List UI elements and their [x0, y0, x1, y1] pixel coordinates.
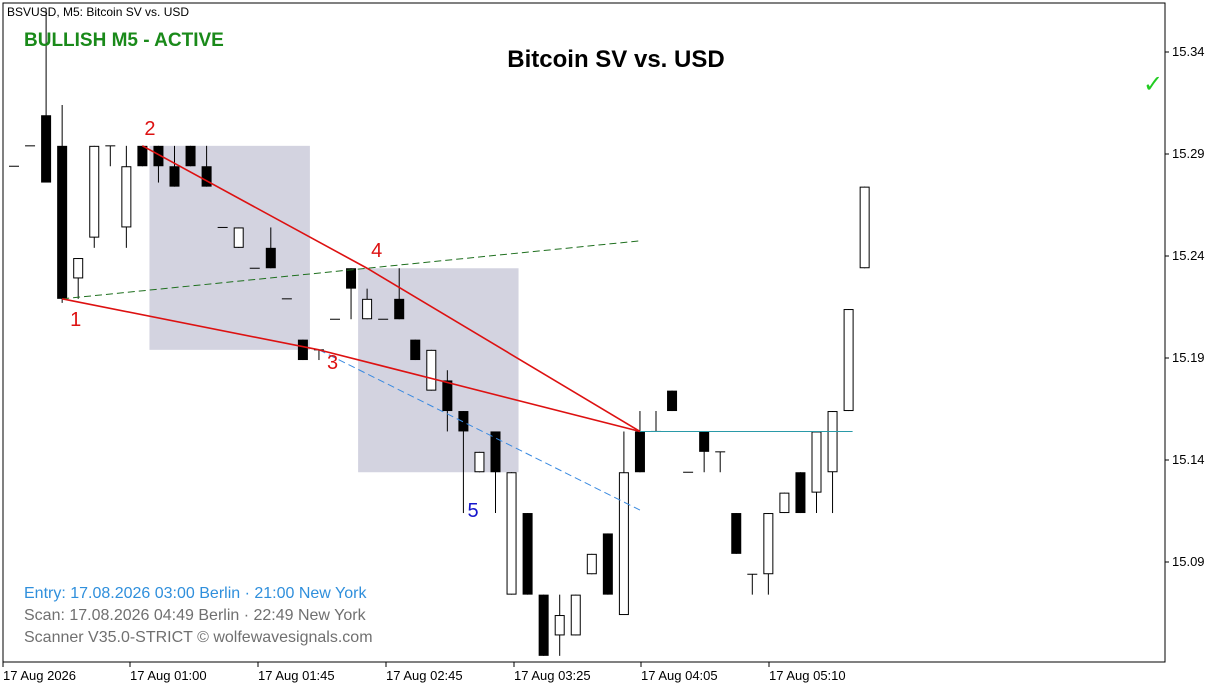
x-tick-label: 17 Aug 01:45 — [258, 668, 335, 683]
y-tick-label: 15.24 — [1172, 248, 1205, 263]
candle-bearish — [57, 145, 68, 299]
candle-bullish — [843, 309, 854, 412]
candle-bearish — [297, 339, 308, 361]
candle-bullish — [859, 186, 870, 269]
plot-frame — [2, 2, 1166, 663]
scan-info: Scan: 17.08.2026 04:49 Berlin · 22:49 Ne… — [24, 607, 366, 624]
candle-bullish — [570, 594, 581, 636]
y-tick-label: 15.09 — [1172, 554, 1205, 569]
y-tick-label: 15.34 — [1172, 44, 1205, 59]
candle-bearish — [731, 513, 742, 554]
candle-bearish — [394, 298, 405, 320]
wave-label-4: 4 — [371, 240, 383, 263]
window-title: BSVUSD, M5: Bitcoin SV vs. USD — [7, 5, 190, 19]
candle-bearish — [795, 472, 806, 514]
wave-label-1: 1 — [70, 308, 82, 331]
wave-line-3 — [142, 145, 368, 269]
checkmark-icon: ✓ — [1143, 71, 1164, 98]
candle-bullish — [73, 258, 84, 279]
x-tick-label: 17 Aug 03:25 — [514, 668, 591, 683]
candle-bearish — [137, 145, 148, 167]
entry-info: Entry: 17.08.2026 03:00 Berlin · 21:00 N… — [24, 585, 367, 602]
candle-bearish — [41, 115, 52, 183]
candle-bullish — [121, 166, 132, 228]
wave-line-4 — [366, 267, 641, 433]
candle-bullish — [362, 298, 373, 320]
candle-bullish — [506, 472, 517, 595]
candle-bullish — [618, 472, 629, 616]
candle-bearish — [265, 247, 276, 269]
candle-bullish — [827, 411, 838, 473]
candle-bullish — [811, 431, 822, 493]
candle-bearish — [410, 339, 421, 361]
wave-label-3: 3 — [326, 351, 339, 374]
y-tick-label: 15.19 — [1172, 350, 1205, 365]
candle-bearish — [522, 513, 533, 595]
candle-bullish — [586, 553, 597, 575]
wave-line-2 — [318, 349, 641, 433]
candle-bearish — [699, 431, 710, 452]
y-tick-label: 15.29 — [1172, 146, 1205, 161]
x-tick-label: 17 Aug 01:00 — [130, 668, 207, 683]
wave-label-5: 5 — [467, 500, 479, 523]
candle-bullish — [474, 451, 485, 473]
candle-bullish — [426, 349, 437, 391]
candle-bearish — [458, 411, 469, 432]
x-tick-label: 17 Aug 02:45 — [386, 668, 463, 683]
candle-bullish — [89, 145, 100, 238]
candle-bullish — [554, 615, 565, 636]
projection-line-3-5 — [318, 349, 641, 511]
wave-line-1 — [61, 298, 320, 351]
x-tick-label: 17 Aug 2026 — [3, 668, 77, 683]
candle-bearish — [667, 390, 678, 412]
candle-bearish — [169, 166, 180, 187]
candle-bearish — [490, 431, 501, 473]
candle-bearish — [442, 380, 453, 412]
wave-label-2: 2 — [144, 117, 156, 140]
x-tick-label: 17 Aug 04:05 — [641, 668, 718, 683]
candle-bullish — [233, 227, 244, 248]
candle-bearish — [634, 431, 645, 473]
candle-bullish — [763, 513, 774, 575]
y-tick-label: 15.14 — [1172, 452, 1205, 467]
candle-bearish — [346, 268, 357, 289]
candle-bearish — [602, 533, 613, 595]
signal-status-label: BULLISH M5 - ACTIVE — [24, 30, 224, 51]
candle-bearish — [201, 166, 212, 187]
candle-bearish — [538, 594, 549, 656]
x-tick-label: 17 Aug 05:10 — [769, 668, 846, 683]
candle-bearish — [185, 145, 196, 167]
candle-bullish — [779, 492, 790, 514]
scanner-info: Scanner V35.0-STRICT © wolfewavesignals.… — [24, 629, 373, 646]
chart-title: Bitcoin SV vs. USD — [507, 46, 725, 73]
candle-bearish — [153, 145, 164, 167]
target-line-1-4 — [62, 240, 640, 300]
